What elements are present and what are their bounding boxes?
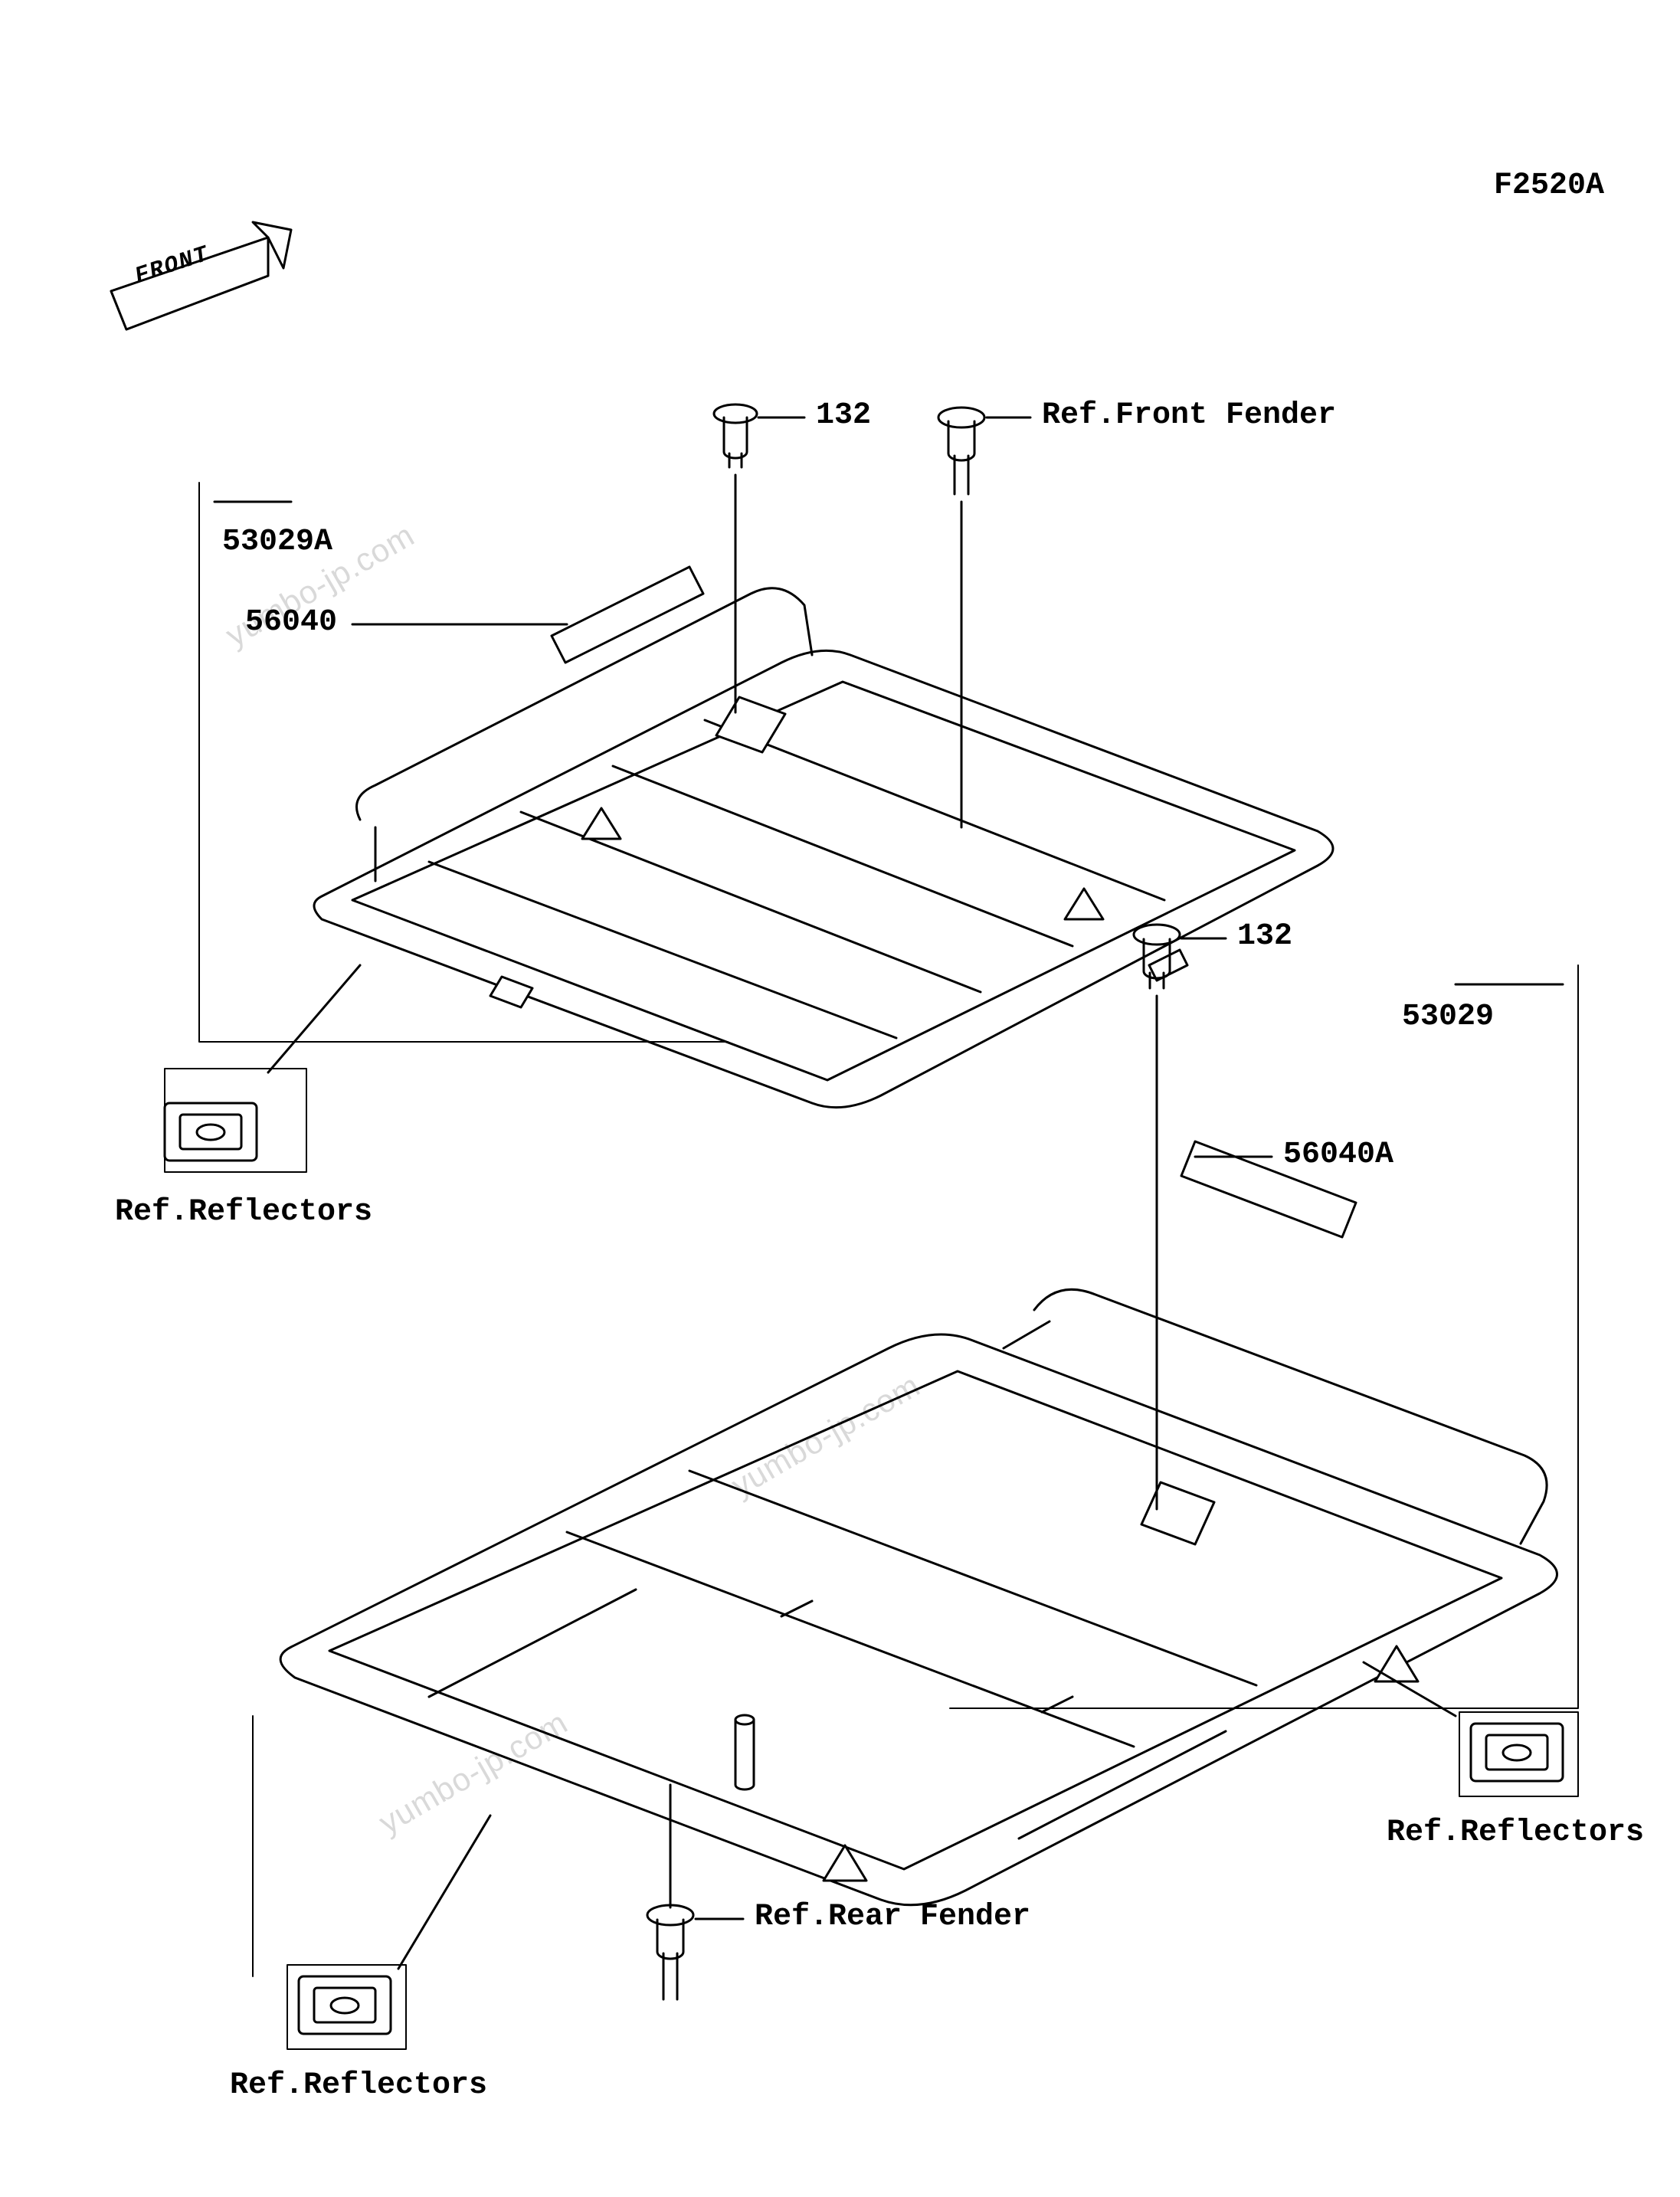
front-rack xyxy=(199,483,1333,1108)
reflector-lower-left xyxy=(299,1976,391,2034)
callout-ref-reflectors-2: Ref.Reflectors xyxy=(1387,1816,1644,1850)
callout-ref-front-fender: Ref.Front Fender xyxy=(1042,398,1336,433)
bolt-132-rear xyxy=(1134,925,1180,1509)
callout-ref-rear-fender: Ref.Rear Fender xyxy=(755,1900,1030,1934)
callout-132b: 132 xyxy=(1237,919,1292,954)
bolt-132-front xyxy=(714,404,757,712)
callout-53029: 53029 xyxy=(1402,1000,1494,1034)
diagram-code: F2520A xyxy=(1494,169,1604,203)
reflector-upper-left xyxy=(165,1103,257,1161)
bolt-ref-rear-fender xyxy=(647,1785,693,1999)
rear-rack xyxy=(253,965,1578,1976)
callout-53029A: 53029A xyxy=(222,525,332,559)
parts-diagram: yumbo-jp.com yumbo-jp.com yumbo-jp.com xyxy=(0,0,1680,2197)
reflector-lower-right xyxy=(1471,1724,1563,1781)
callout-56040A: 56040A xyxy=(1283,1138,1393,1172)
callout-ref-reflectors-3: Ref.Reflectors xyxy=(230,2068,487,2103)
callout-132a: 132 xyxy=(816,398,871,433)
bolt-ref-front-fender xyxy=(938,408,984,827)
page-root: yumbo-jp.com yumbo-jp.com yumbo-jp.com xyxy=(0,0,1680,2197)
callout-56040: 56040 xyxy=(245,605,337,640)
callout-ref-reflectors-1: Ref.Reflectors xyxy=(115,1195,372,1229)
diagram-svg xyxy=(0,0,1680,2197)
